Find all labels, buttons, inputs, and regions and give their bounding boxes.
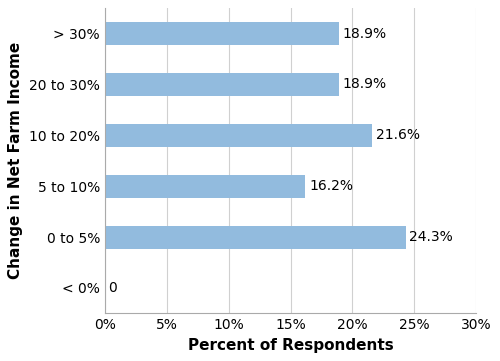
Text: 24.3%: 24.3% — [410, 230, 453, 244]
Bar — [105, 22, 339, 45]
Bar — [105, 226, 406, 248]
Text: 0: 0 — [108, 281, 117, 295]
Y-axis label: Change in Net Farm Income: Change in Net Farm Income — [8, 42, 24, 279]
Bar — [105, 124, 372, 147]
Text: 21.6%: 21.6% — [376, 129, 420, 142]
Bar — [105, 175, 306, 198]
Text: 18.9%: 18.9% — [342, 27, 386, 41]
Bar — [105, 73, 339, 96]
X-axis label: Percent of Respondents: Percent of Respondents — [188, 338, 394, 353]
Text: 16.2%: 16.2% — [309, 179, 353, 193]
Text: 18.9%: 18.9% — [342, 78, 386, 91]
